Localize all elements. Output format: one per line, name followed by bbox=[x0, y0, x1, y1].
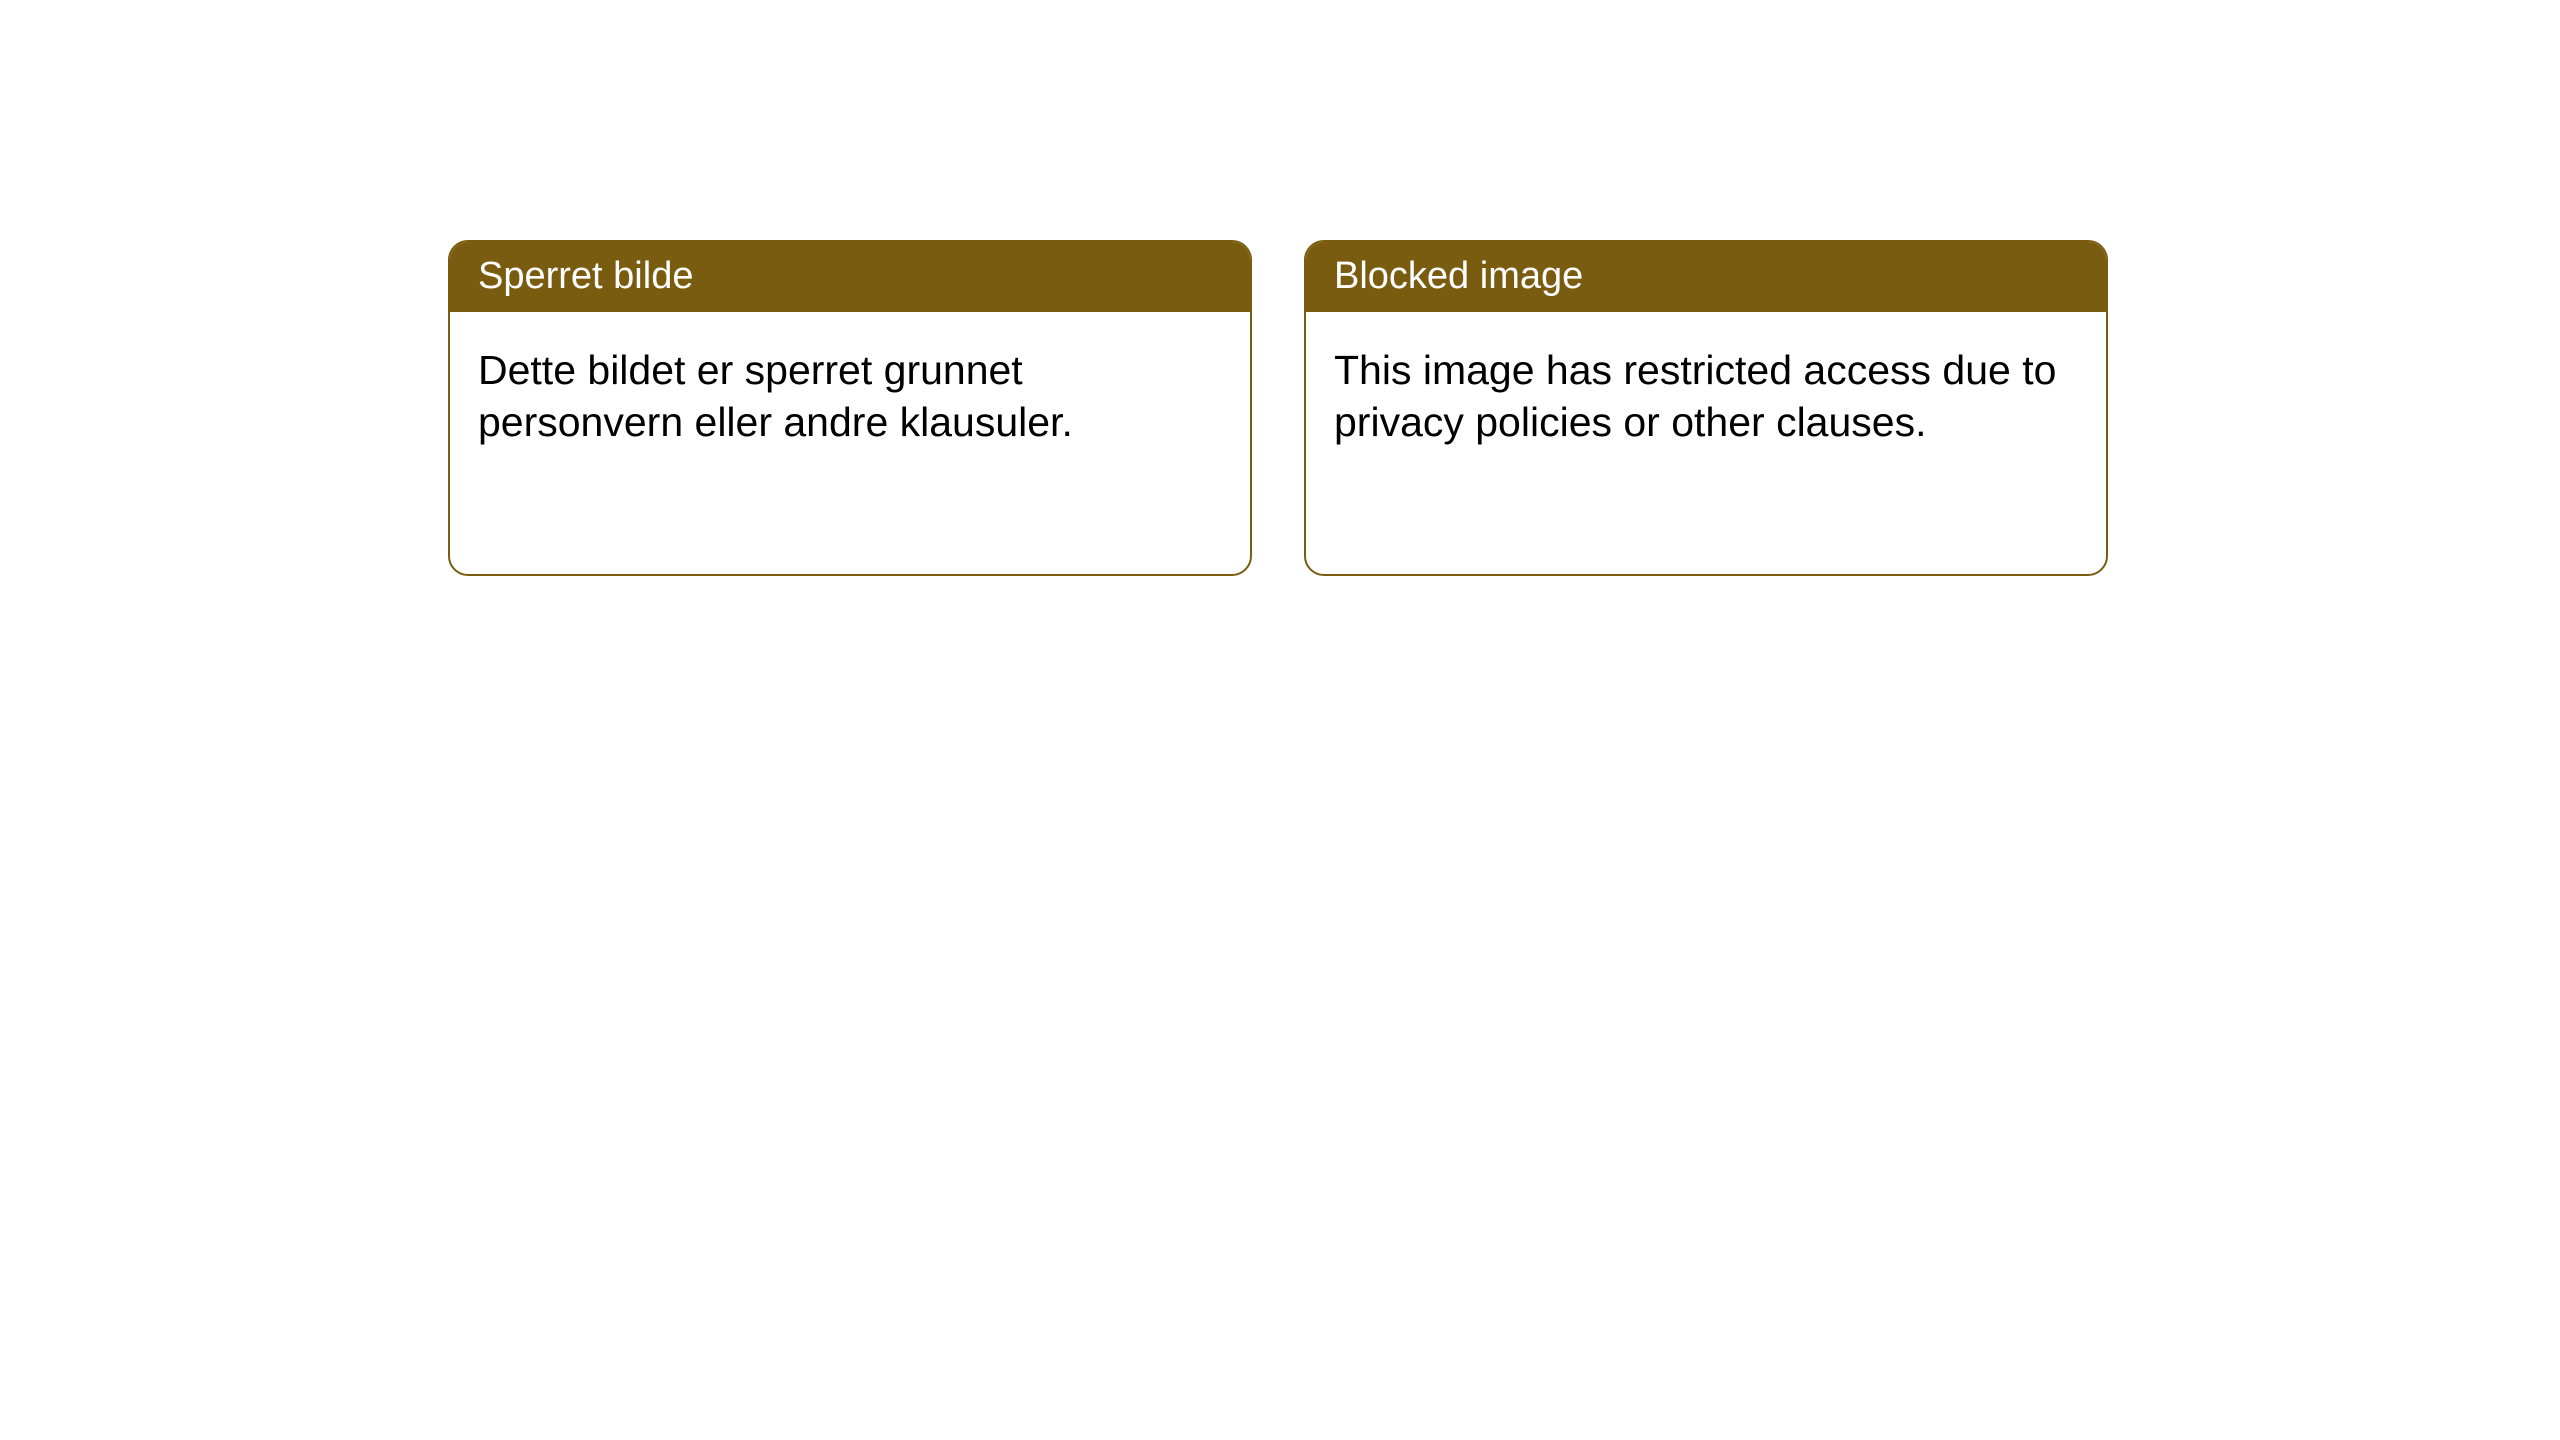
card-body-text: This image has restricted access due to … bbox=[1334, 347, 2056, 445]
card-header-text: Blocked image bbox=[1334, 255, 1583, 297]
notice-container: Sperret bilde Dette bildet er sperret gr… bbox=[0, 0, 2560, 576]
card-header: Blocked image bbox=[1306, 242, 2106, 312]
card-header-text: Sperret bilde bbox=[478, 255, 693, 297]
blocked-image-card-en: Blocked image This image has restricted … bbox=[1304, 240, 2108, 576]
card-body-text: Dette bildet er sperret grunnet personve… bbox=[478, 347, 1073, 445]
card-header: Sperret bilde bbox=[450, 242, 1250, 312]
blocked-image-card-no: Sperret bilde Dette bildet er sperret gr… bbox=[448, 240, 1252, 576]
card-body: Dette bildet er sperret grunnet personve… bbox=[450, 312, 1250, 480]
card-body: This image has restricted access due to … bbox=[1306, 312, 2106, 480]
